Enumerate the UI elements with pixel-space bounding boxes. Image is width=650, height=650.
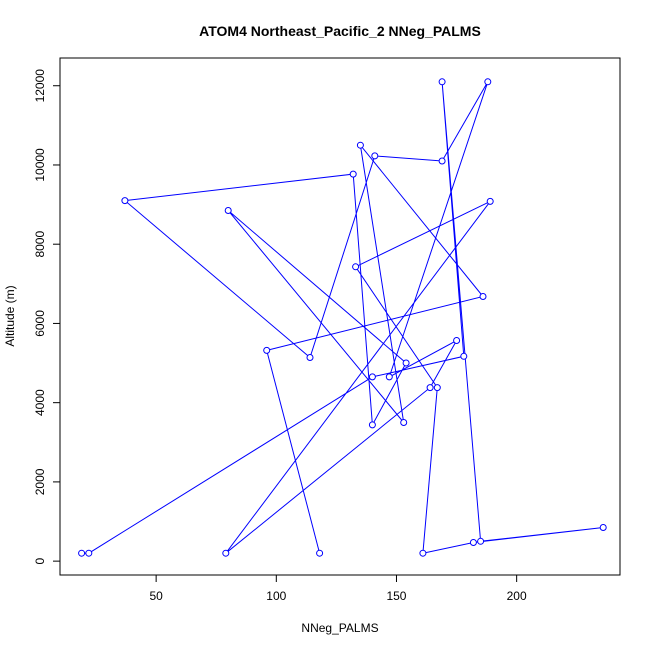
data-point — [460, 352, 468, 360]
data-point — [433, 384, 441, 392]
data-point — [121, 197, 129, 205]
data-point — [402, 359, 410, 367]
x-axis-label: NNeg_PALMS — [301, 621, 378, 635]
series-points — [78, 78, 607, 557]
plot-frame — [59, 57, 621, 576]
data-point — [263, 346, 271, 354]
data-point — [479, 293, 487, 300]
data-point — [352, 263, 360, 271]
data-point — [368, 373, 376, 381]
x-tick-label: 100 — [266, 589, 286, 603]
y-tick-label: 12000 — [33, 69, 47, 103]
y-tick-label: 10000 — [33, 148, 47, 182]
data-point — [438, 78, 446, 86]
data-point — [484, 78, 492, 86]
data-point — [368, 421, 376, 429]
x-axis: 50 100 150 200 — [149, 574, 527, 603]
data-point — [349, 170, 357, 178]
y-tick-label: 6000 — [33, 310, 47, 337]
data-point — [453, 337, 461, 344]
data-point — [419, 549, 427, 557]
data-point — [400, 419, 408, 426]
series-line — [81, 81, 604, 554]
data-point — [599, 524, 607, 531]
data-point — [385, 373, 393, 381]
x-tick-label: 50 — [149, 589, 163, 603]
y-axis: 0 2000 4000 6000 8000 10000 12000 — [33, 69, 61, 564]
data-point — [356, 141, 364, 149]
data-point — [426, 384, 434, 392]
data-point — [469, 539, 477, 546]
data-point — [78, 549, 86, 557]
data-point — [316, 549, 324, 557]
data-point — [371, 152, 379, 160]
y-tick-label: 4000 — [33, 389, 47, 416]
series-lines — [81, 81, 604, 554]
data-point — [486, 197, 494, 205]
data-point — [85, 549, 93, 557]
x-tick-label: 150 — [386, 589, 406, 603]
data-point — [222, 549, 230, 557]
data-point — [438, 157, 446, 165]
y-tick-label: 0 — [33, 557, 47, 564]
x-tick-label: 200 — [507, 589, 527, 603]
data-point — [224, 207, 232, 214]
y-tick-label: 8000 — [33, 231, 47, 258]
data-point — [306, 354, 314, 361]
y-tick-label: 2000 — [33, 468, 47, 495]
chart-title: ATOM4 Northeast_Pacific_2 NNeg_PALMS — [199, 23, 481, 39]
data-point — [477, 537, 485, 545]
y-axis-label: Altitude (m) — [3, 285, 17, 346]
